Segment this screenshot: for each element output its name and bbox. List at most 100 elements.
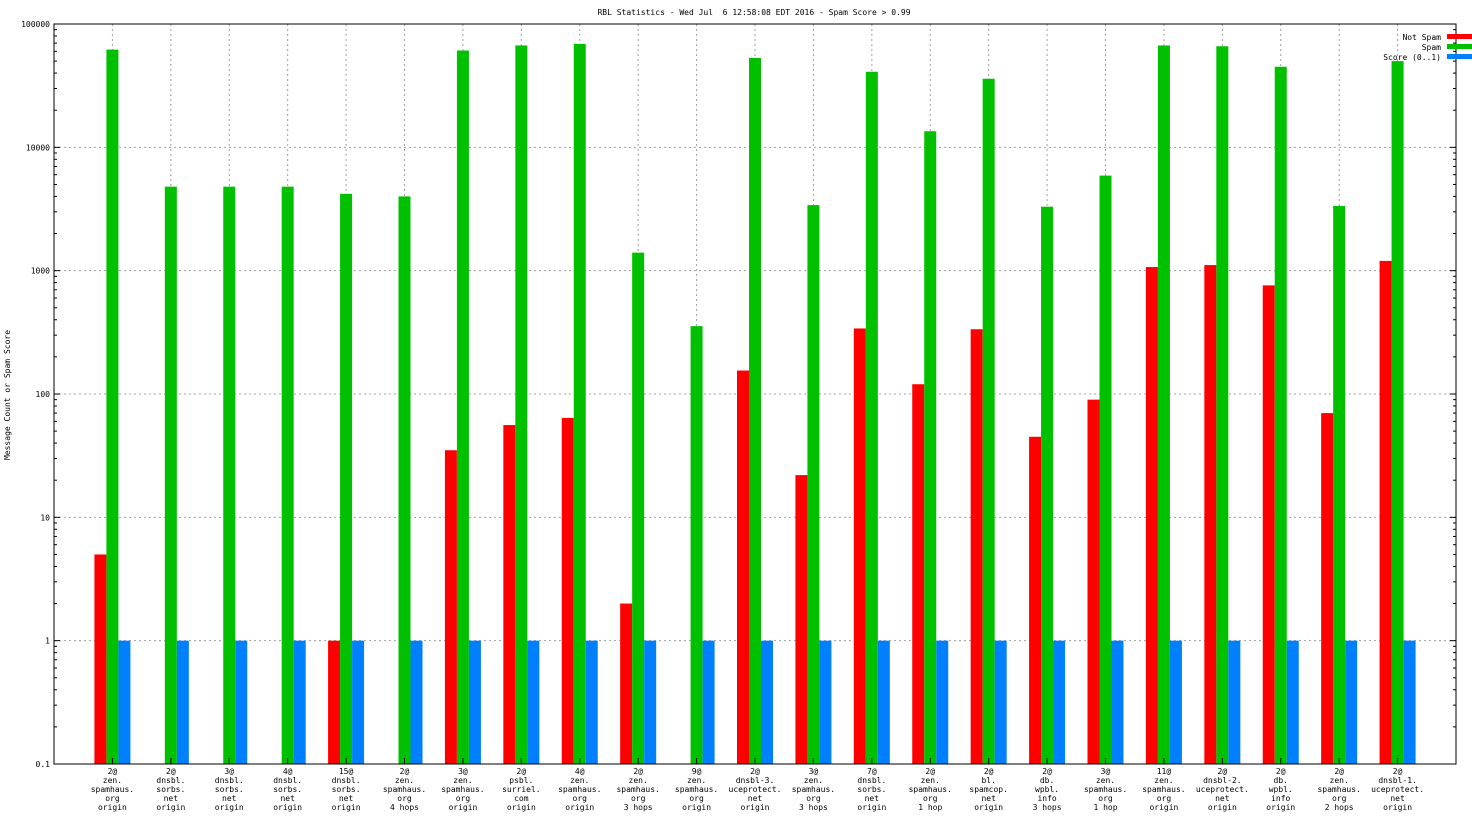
x-tick-label-line: net: [280, 794, 295, 803]
x-tick-label: 4@ zen. spamhaus. org origin: [558, 767, 601, 812]
bar-spam: [456, 50, 469, 764]
x-tick-label-line: dnsbl.: [215, 776, 244, 785]
bar-score-0-1: [702, 640, 715, 764]
bar-spam: [807, 205, 820, 764]
x-tick-label-line: sorbs.: [156, 785, 185, 794]
bar-spam: [106, 49, 119, 764]
x-tick-label-line: 3@: [458, 767, 468, 776]
x-tick-label-line: origin: [857, 803, 886, 812]
x-tick-label-line: origin: [1266, 803, 1295, 812]
x-tick-label-line: org: [456, 794, 471, 803]
bar-spam: [632, 252, 645, 764]
x-tick-label-line: net: [339, 794, 354, 803]
x-tick-label-line: 4@: [283, 767, 293, 776]
legend-swatch: [1447, 44, 1472, 49]
x-tick-label-line: wpbl.: [1035, 785, 1059, 794]
x-tick-label-line: sorbs.: [857, 785, 886, 794]
x-tick-label-line: origin: [1149, 803, 1178, 812]
bar-score-0-1: [877, 640, 890, 764]
x-tick-label-line: zen.: [1154, 776, 1173, 785]
bar-not-spam: [503, 425, 516, 764]
y-tick-label: 100: [36, 390, 51, 399]
x-tick-label-line: sorbs.: [273, 785, 302, 794]
x-tick-label-line: 2@: [925, 767, 935, 776]
x-tick-label-line: org: [1098, 794, 1113, 803]
y-tick-label: 1000: [31, 267, 50, 276]
bar-score-0-1: [644, 640, 657, 764]
bar-not-spam: [1029, 436, 1042, 764]
x-tick-label-line: dnsbl.: [273, 776, 302, 785]
bar-not-spam: [1262, 285, 1275, 764]
bar-spam: [1157, 45, 1170, 764]
x-tick-label-line: info: [1037, 794, 1056, 803]
bar-score-0-1: [1111, 640, 1124, 764]
bar-spam: [515, 45, 528, 764]
x-tick-label-line: spamhaus.: [91, 785, 134, 794]
x-tick-label-line: 2@: [633, 767, 643, 776]
x-tick-label: 3@ zen. spamhaus. org 1 hop: [1084, 767, 1127, 812]
bar-score-0-1: [1286, 640, 1299, 764]
x-tick-label-line: spamhaus.: [792, 785, 835, 794]
bar-spam: [340, 193, 353, 764]
x-tick-label-line: 2@: [400, 767, 410, 776]
bar-spam: [1391, 61, 1404, 765]
bar-spam: [1041, 206, 1054, 764]
bar-spam: [281, 186, 294, 764]
bar-not-spam: [1145, 267, 1158, 764]
x-tick-label: 9@ zen. spamhaus. org origin: [675, 767, 718, 812]
x-tick-label: 2@ zen. spamhaus. org 4 hops: [383, 767, 426, 812]
x-tick-label-line: spamhaus.: [383, 785, 426, 794]
x-tick-label-line: origin: [682, 803, 711, 812]
y-tick-label: 0.1: [36, 760, 51, 769]
bar-score-0-1: [585, 640, 598, 764]
x-tick-label: 2@ dnsbl. sorbs. net origin: [156, 767, 185, 812]
bar-spam: [1274, 66, 1287, 765]
x-tick-label-line: org: [105, 794, 120, 803]
x-tick-label-line: origin: [741, 803, 770, 812]
x-tick-label-line: dnsbl-3.: [736, 776, 775, 785]
x-tick-label-line: 4 hops: [390, 803, 419, 812]
x-tick-label-line: org: [689, 794, 704, 803]
x-tick-label-line: com: [514, 794, 529, 803]
x-tick-label: 11@ zen. spamhaus. org origin: [1142, 767, 1185, 812]
x-tick-label-line: org: [573, 794, 588, 803]
x-tick-label-line: surriel.: [502, 785, 541, 794]
x-tick-label-line: zen.: [570, 776, 589, 785]
x-tick-label-line: 7@: [867, 767, 877, 776]
x-tick-label-line: origin: [215, 803, 244, 812]
legend-swatch: [1447, 54, 1472, 59]
x-tick-label-line: spamhaus.: [1084, 785, 1127, 794]
bar-spam: [1333, 205, 1346, 764]
x-tick-label-line: 2@: [108, 767, 118, 776]
bar-not-spam: [970, 329, 983, 764]
x-tick-label-line: zen.: [629, 776, 648, 785]
x-tick-label: 2@ zen. spamhaus. org 1 hop: [909, 767, 952, 812]
bar-not-spam: [737, 370, 749, 764]
bar-spam: [398, 196, 411, 764]
x-tick-label: 4@ dnsbl. sorbs. net origin: [273, 767, 302, 812]
bar-score-0-1: [994, 640, 1007, 764]
x-tick-label-line: 2@: [1276, 767, 1286, 776]
bar-spam: [573, 43, 586, 764]
x-tick-label-line: spamhaus.: [675, 785, 718, 794]
bar-not-spam: [1379, 260, 1392, 764]
y-tick-label: 100000: [21, 20, 50, 29]
x-tick-label: 7@ dnsbl. sorbs. net origin: [857, 767, 886, 812]
bar-score-0-1: [1228, 640, 1241, 764]
x-tick-label-line: zen.: [1330, 776, 1349, 785]
x-tick-label-line: 3 hops: [624, 803, 653, 812]
x-tick-label: 2@ db. wpbl. info origin: [1266, 767, 1295, 812]
y-axis-label: Message Count or Spam Score: [3, 330, 12, 460]
chart-title: RBL Statistics - Wed Jul 6 12:58:08 EDT …: [597, 8, 910, 17]
x-tick-label-line: origin: [974, 803, 1003, 812]
bar-score-0-1: [468, 640, 481, 764]
x-tick-label-line: 1 hop: [1093, 803, 1117, 812]
x-tick-label-line: psbl.: [509, 776, 533, 785]
x-tick-label-line: 9@: [692, 767, 702, 776]
x-tick-label-line: 15@: [339, 767, 354, 776]
x-tick-label-line: 2@: [984, 767, 994, 776]
x-tick-label-line: db.: [1274, 776, 1288, 785]
x-tick-label: 2@ db. wpbl. info 3 hops: [1033, 767, 1062, 812]
